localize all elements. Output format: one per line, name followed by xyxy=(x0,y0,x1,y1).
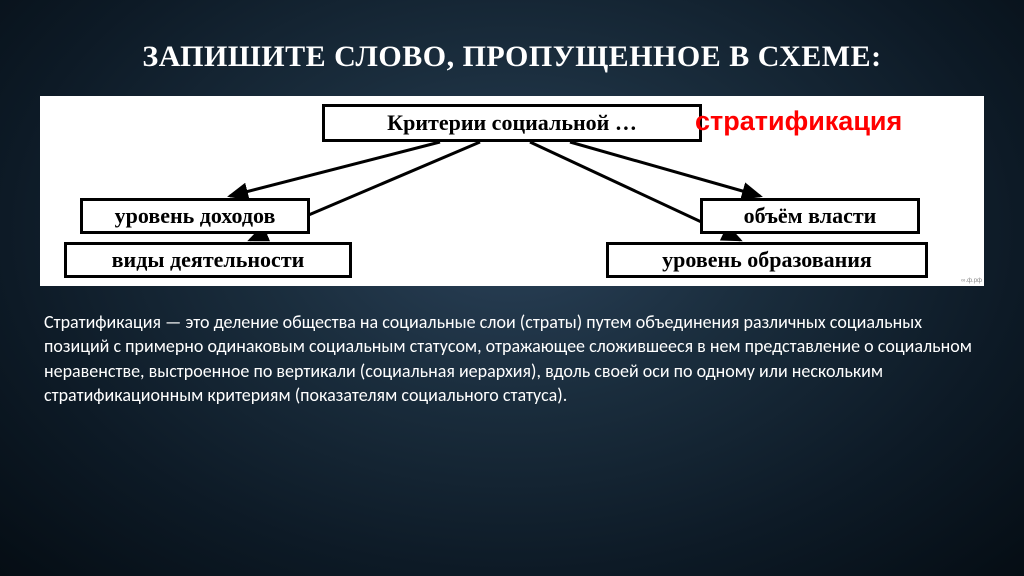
diagram-box-income: уровень доходов xyxy=(80,198,310,234)
diagram-watermark: ∞.ф.рф xyxy=(961,278,982,284)
diagram-answer-word: стратификация xyxy=(695,106,902,137)
diagram-box-types: виды деятельности xyxy=(64,242,352,278)
definition-text: Стратификация — это деление общества на … xyxy=(40,310,984,407)
diagram-box-education: уровень образования xyxy=(606,242,928,278)
diagram-box-power: объём власти xyxy=(700,198,920,234)
diagram-top-box: Критерии социальной … xyxy=(322,104,702,142)
slide-title: ЗАПИШИТЕ СЛОВО, ПРОПУЩЕННОЕ В СХЕМЕ: xyxy=(40,40,984,74)
diagram-panel: Критерии социальной … стратификация уров… xyxy=(40,96,984,286)
